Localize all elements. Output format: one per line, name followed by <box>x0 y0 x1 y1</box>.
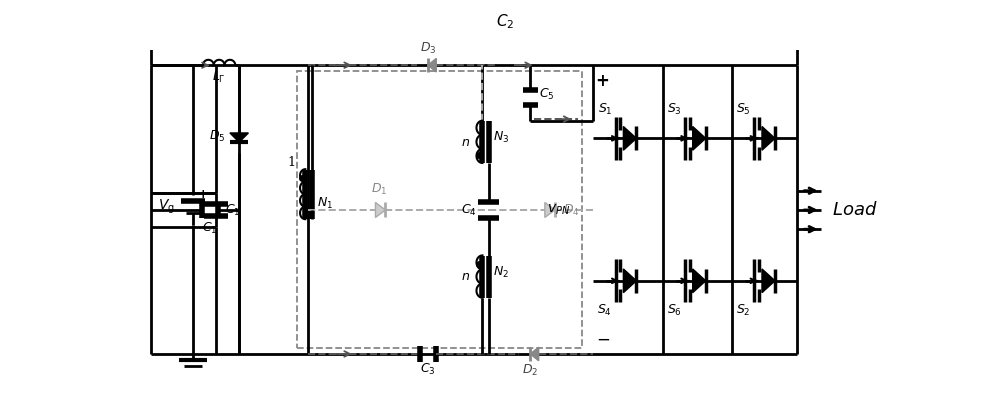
Text: $C_4$: $C_4$ <box>461 203 476 217</box>
Text: $-$: $-$ <box>596 330 610 347</box>
Text: $C_1$: $C_1$ <box>202 221 218 236</box>
Text: $S_6$: $S_6$ <box>667 303 682 317</box>
Text: +: + <box>198 188 208 201</box>
Text: $D_3$: $D_3$ <box>420 41 436 56</box>
Text: $N_3$: $N_3$ <box>493 130 509 145</box>
Polygon shape <box>623 269 636 293</box>
Polygon shape <box>693 269 706 293</box>
Text: $S_1$: $S_1$ <box>598 102 612 117</box>
Text: $C_5$: $C_5$ <box>539 87 555 102</box>
Text: $N_1$: $N_1$ <box>317 196 333 211</box>
Text: $v_{PN}$: $v_{PN}$ <box>547 203 570 217</box>
Text: $D_1$: $D_1$ <box>371 182 387 198</box>
Text: $\it{Load}$: $\it{Load}$ <box>832 201 878 219</box>
Polygon shape <box>762 127 775 150</box>
Bar <box>297 71 582 348</box>
Polygon shape <box>530 347 539 361</box>
Text: $S_5$: $S_5$ <box>736 102 751 117</box>
Polygon shape <box>230 133 248 142</box>
Text: $C_3$: $C_3$ <box>420 362 436 377</box>
Text: $S_3$: $S_3$ <box>667 102 682 117</box>
Text: $n$: $n$ <box>461 136 470 149</box>
Text: $N_2$: $N_2$ <box>493 265 509 280</box>
Polygon shape <box>623 127 636 150</box>
Text: $D_2$: $D_2$ <box>522 364 538 378</box>
Text: $D_5$: $D_5$ <box>209 129 226 144</box>
Polygon shape <box>375 203 385 217</box>
Text: 1: 1 <box>288 156 296 169</box>
Text: $D_4$: $D_4$ <box>563 203 580 217</box>
Polygon shape <box>693 127 706 150</box>
Text: +: + <box>596 72 610 90</box>
Text: $V_{\rm g}$: $V_{\rm g}$ <box>158 198 174 216</box>
Text: $n$: $n$ <box>461 271 470 283</box>
Polygon shape <box>428 59 436 72</box>
Text: $S_2$: $S_2$ <box>736 303 751 317</box>
Text: $C_1$: $C_1$ <box>225 203 241 217</box>
Text: $S_4$: $S_4$ <box>597 303 612 317</box>
Polygon shape <box>545 203 555 217</box>
Text: $L_\Gamma$: $L_\Gamma$ <box>212 70 226 85</box>
Polygon shape <box>762 269 775 293</box>
Text: $C_2$: $C_2$ <box>496 12 514 31</box>
